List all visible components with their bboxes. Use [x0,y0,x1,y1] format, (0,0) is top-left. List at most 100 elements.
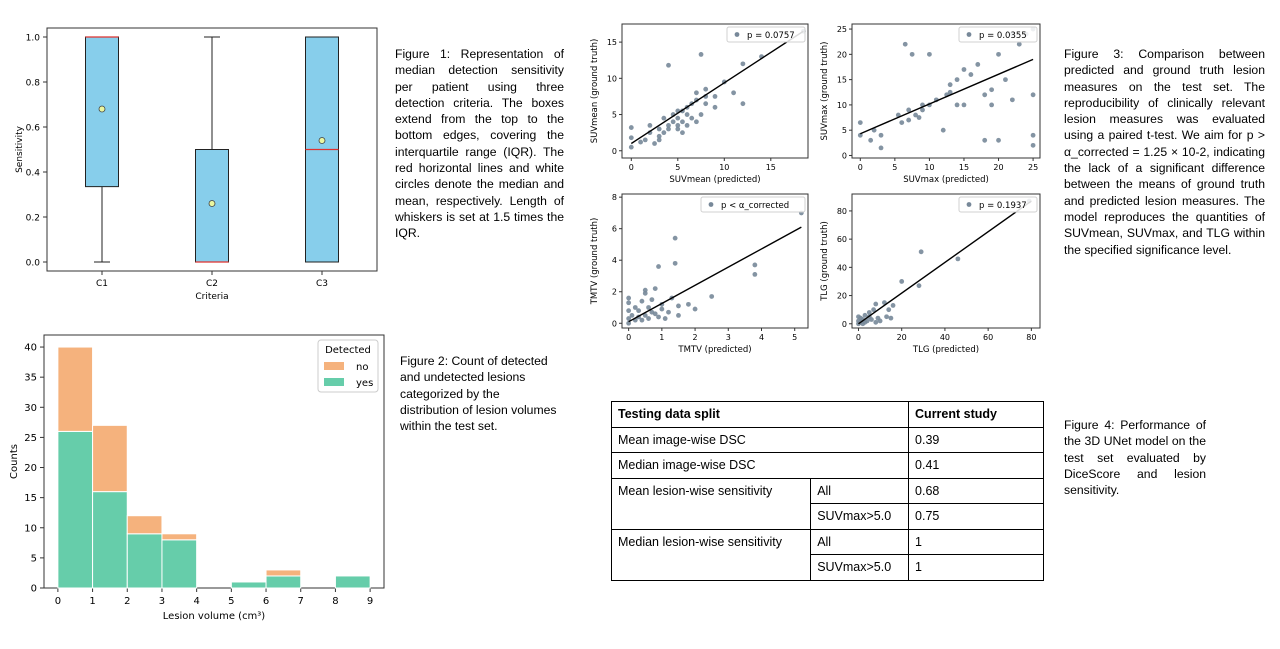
data-point [947,89,953,95]
figure3-scatter-suvmean: 0 5 10 15 0 5 10 15 SUVmean (predicted) SUVmean (… [590,23,809,185]
data-point [878,132,884,138]
legend-box [726,26,806,43]
x-tick-label: 8 [332,596,338,607]
y-tick-label: 0 [842,320,847,329]
data-point [989,102,995,108]
y-tick-label: 0.6 [26,124,41,134]
y-tick-label: 20 [837,50,847,59]
y-tick-label: 80 [837,207,847,216]
regression-line [630,30,804,145]
data-point [642,312,648,318]
data-point [672,260,678,266]
bar-no [161,533,198,541]
y-tick-label: 40 [24,343,37,354]
y-axis-label: SUVmax (ground truth) [820,42,830,141]
data-point [982,137,988,143]
data-point [920,107,925,113]
y-tick-label: 2 [612,288,617,297]
data-point [629,312,635,318]
data-point [1003,77,1008,83]
y-tick-label: 15 [24,493,37,504]
data-point [692,306,698,312]
data-point [1030,92,1036,98]
data-point [670,119,676,125]
y-tick-label: 0 [31,584,37,595]
y-axis-label: TMTV (ground truth) [590,218,600,306]
data-point [873,319,879,325]
data-point [628,144,634,150]
y-tick-label: 1.0 [26,34,41,44]
x-tick-label: 4 [193,596,199,607]
x-tick-label: 6 [263,596,269,607]
bar-no [92,424,128,493]
legend-label: p = 0.1937 [979,201,1027,211]
figure2-caption: Figure 2: Count of detected and undetect… [400,354,557,434]
data-point [982,92,988,98]
bar-yes [126,533,163,589]
y-tick-label: 10 [837,101,847,110]
data-point [686,301,691,307]
figure3-caption: Figure 3: Comparison between predicted a… [1064,47,1265,257]
x-axis-label: Lesion volume (cm³) [163,611,266,622]
data-point [1016,41,1022,47]
table-row: Median image-wise DSC 0.41 [610,452,1044,479]
data-point [639,317,645,323]
legend-marker [966,32,972,37]
data-point [666,123,671,128]
data-point [661,115,667,121]
x-tick-label: 60 [983,333,993,342]
data-point [1030,132,1036,138]
data-point [954,102,960,108]
data-point [628,135,634,141]
plot-frame [621,193,809,329]
data-point [877,318,883,324]
data-point [857,120,863,126]
bar-yes [334,575,371,589]
mean-marker [208,200,216,207]
regression-line [858,200,1032,325]
legend-marker [734,32,740,37]
data-point [694,119,699,125]
x-tick-label: 0 [626,333,631,342]
x-tick-label: 0 [858,163,863,172]
bar-yes [230,581,267,589]
y-tick-label: 0.4 [26,169,41,179]
data-point [676,303,681,309]
data-point [871,307,877,313]
table-row: Mean lesion-wise sensitivity All 0.68 [610,477,1044,530]
data-point [666,62,671,68]
data-point [975,62,981,67]
y-tick-label: 20 [837,292,847,301]
x-tick-label: 9 [367,596,373,607]
table-header-split: Testing data split [610,401,910,428]
legend-marker [966,202,972,207]
y-tick-label: 15 [607,38,617,47]
plot-frame [621,23,809,159]
data-point [888,315,894,321]
data-point [927,51,932,57]
table-cell-sublabel: SUVmax>5.0 [810,554,910,581]
figure3-scatter-tmtv: 0 2 4 6 8 0 1 2 3 4 5 TMTV (predicted) TMTV (ground … [590,193,809,355]
y-axis-label: TLG (ground truth) [820,221,830,302]
table-row: Mean image-wise DSC 0.39 [610,426,1044,453]
table-row: Median lesion-wise sensitivity All 1 [610,528,1044,581]
data-point [659,306,665,312]
data-point [864,318,870,324]
x-axis-label: Criteria [195,292,228,302]
data-point [890,303,896,308]
figure1-caption: Figure 1: Representation of median detec… [395,47,564,241]
data-point [656,314,661,320]
data-point [954,77,960,83]
legend-title: Detected [325,345,371,356]
data-point [731,90,736,96]
data-point [955,256,961,262]
data-point [684,123,690,128]
plot-frame [851,23,1041,159]
data-point [666,309,671,315]
x-axis-label: TMTV (predicted) [677,345,751,355]
bar-no [265,569,302,577]
table-header-current: Current study [908,401,1044,428]
bar-yes [161,539,198,589]
x-tick-label: 0 [629,163,634,172]
data-point [680,119,685,125]
